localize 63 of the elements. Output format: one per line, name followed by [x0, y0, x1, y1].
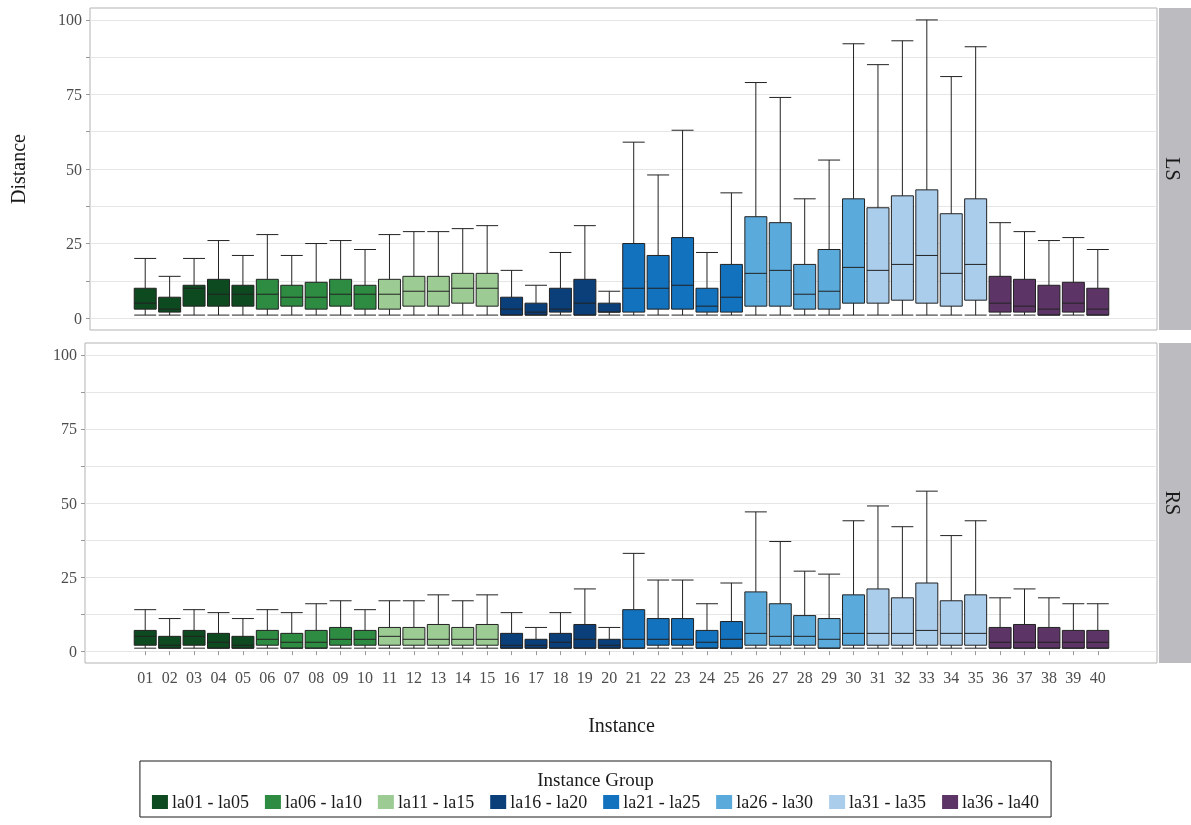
- x-tick-label: 36: [992, 668, 1009, 686]
- y-tick-label: 100: [53, 346, 77, 364]
- x-tick-label: 09: [332, 668, 349, 686]
- x-tick-label: 38: [1040, 668, 1057, 686]
- x-tick-label: 17: [528, 668, 545, 686]
- text: RS: [1162, 490, 1184, 516]
- x-tick-label: 04: [210, 668, 227, 686]
- x-tick-label: 40: [1089, 668, 1106, 686]
- x-tick-label: 28: [796, 668, 813, 686]
- text: LS: [1162, 157, 1184, 181]
- x-tick-label: 15: [479, 668, 496, 686]
- y-tick-label: 100: [58, 11, 82, 29]
- x-tick-label: 08: [308, 668, 325, 686]
- x-tick-label: 10: [357, 668, 374, 686]
- legend-label: la01 - la05: [171, 792, 249, 812]
- x-tick-label: 32: [894, 668, 911, 686]
- x-tick-label: 13: [430, 668, 447, 686]
- x-tick-label: 35: [967, 668, 984, 686]
- x-tick-label: 01: [137, 668, 154, 686]
- x-tick-label: 03: [186, 668, 203, 686]
- legend-title: Instance Group: [537, 769, 654, 790]
- x-tick-label: 22: [650, 668, 667, 686]
- x-tick-label: 07: [283, 668, 300, 686]
- y-tick-label: 75: [66, 85, 82, 103]
- x-tick-label: 25: [723, 668, 740, 686]
- x-tick-label: 21: [625, 668, 642, 686]
- x-tick-label: 34: [943, 668, 960, 686]
- x-tick-label: 31: [869, 668, 886, 686]
- x-tick-label: 02: [161, 668, 178, 686]
- y-tick-label: 75: [61, 420, 77, 438]
- x-tick-label: 06: [259, 668, 276, 686]
- legend-label: la11 - la15: [397, 792, 475, 812]
- y-tick-label: 0: [69, 642, 77, 660]
- y-tick-label: 0: [74, 309, 82, 327]
- x-tick-label: 20: [601, 668, 618, 686]
- y-tick-label: 50: [66, 160, 82, 178]
- y-tick-label: 50: [61, 494, 77, 512]
- legend-label: la31 - la35: [849, 792, 927, 812]
- x-tick-label: 12: [405, 668, 422, 686]
- legend-label: la21 - la25: [623, 792, 701, 812]
- x-tick-label: 11: [381, 668, 398, 686]
- legend-label: la26 - la30: [736, 792, 814, 812]
- x-tick-label: 19: [576, 668, 593, 686]
- x-tick-label: 16: [503, 668, 520, 686]
- x-tick-label: 14: [454, 668, 471, 686]
- x-tick-label: 23: [674, 668, 691, 686]
- y-axis-title: Distance: [7, 133, 29, 204]
- x-tick-label: 26: [747, 668, 764, 686]
- x-tick-label: 33: [918, 668, 935, 686]
- y-tick-label: 25: [61, 568, 77, 586]
- x-tick-label: 29: [821, 668, 838, 686]
- x-tick-label: 18: [552, 668, 569, 686]
- legend-label: la06 - la10: [284, 792, 362, 812]
- x-axis-title: Instance: [588, 714, 655, 736]
- x-tick-label: 24: [698, 668, 715, 686]
- x-tick-label: 37: [1016, 668, 1033, 686]
- x-tick-label: 30: [845, 668, 862, 686]
- x-tick-label: 05: [234, 668, 251, 686]
- legend-label: la36 - la40: [962, 792, 1040, 812]
- x-tick-label: 39: [1065, 668, 1082, 686]
- x-tick-label: 27: [772, 668, 789, 686]
- y-tick-label: 25: [66, 235, 82, 253]
- legend-label: la16 - la20: [510, 792, 588, 812]
